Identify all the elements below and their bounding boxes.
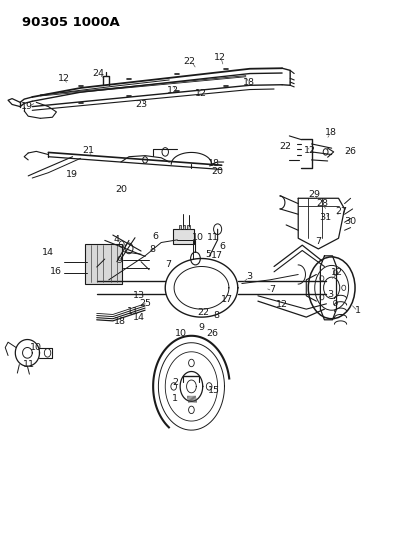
Text: 23: 23: [136, 100, 148, 109]
Text: 12: 12: [195, 90, 207, 98]
Text: 11: 11: [23, 360, 35, 369]
Text: 25: 25: [139, 300, 151, 308]
Text: 15: 15: [208, 386, 220, 394]
Text: 29: 29: [308, 190, 320, 198]
Bar: [183, 225, 185, 229]
Bar: [187, 225, 190, 229]
Text: 31: 31: [320, 213, 332, 222]
Text: 26: 26: [207, 329, 219, 338]
Text: 10: 10: [174, 329, 187, 338]
Text: 1: 1: [355, 306, 361, 314]
Text: 17: 17: [211, 252, 223, 260]
Text: 12: 12: [303, 146, 316, 155]
Text: 12: 12: [58, 75, 70, 83]
Text: 8: 8: [150, 245, 155, 254]
Bar: [173, 229, 194, 244]
Text: 12: 12: [167, 86, 179, 95]
Text: 3: 3: [327, 290, 334, 298]
Text: 14: 14: [133, 313, 145, 322]
Text: 4: 4: [114, 236, 120, 244]
Text: 22: 22: [183, 57, 195, 66]
Text: 30: 30: [345, 217, 357, 226]
Text: 12: 12: [276, 301, 288, 309]
Text: 28: 28: [316, 199, 328, 208]
Text: 22: 22: [197, 308, 210, 317]
Text: 9: 9: [199, 323, 204, 332]
Text: 8: 8: [214, 311, 220, 320]
Text: 7: 7: [166, 260, 171, 269]
Text: 3: 3: [246, 272, 252, 280]
Text: 1: 1: [172, 394, 178, 403]
Text: 7: 7: [316, 238, 321, 246]
Text: 11: 11: [207, 233, 219, 242]
Text: 24: 24: [93, 69, 105, 78]
Text: 6: 6: [220, 242, 225, 251]
Text: 27: 27: [336, 207, 348, 215]
Text: 20: 20: [211, 167, 223, 176]
Text: 6: 6: [152, 232, 158, 241]
Text: 19: 19: [66, 171, 78, 179]
Text: 17: 17: [221, 295, 233, 304]
Text: 14: 14: [42, 248, 54, 257]
Text: 20: 20: [115, 185, 127, 194]
Text: 19: 19: [21, 102, 33, 111]
Text: 16: 16: [50, 268, 62, 276]
Text: 9: 9: [116, 256, 122, 264]
Text: 12: 12: [214, 53, 226, 61]
Text: 11: 11: [127, 307, 139, 316]
Text: 18: 18: [243, 78, 255, 87]
Text: 13: 13: [133, 291, 145, 300]
Text: 18: 18: [208, 159, 220, 167]
Text: 18: 18: [114, 318, 126, 326]
Text: 2: 2: [172, 378, 178, 387]
Bar: [179, 225, 181, 229]
Text: 22: 22: [279, 142, 291, 150]
Text: 5: 5: [205, 251, 211, 259]
Text: 21: 21: [82, 146, 94, 155]
Text: 90305 1000A: 90305 1000A: [22, 16, 120, 29]
Text: 7: 7: [270, 286, 275, 294]
Text: 10: 10: [191, 233, 204, 242]
Text: 10: 10: [30, 343, 42, 352]
FancyBboxPatch shape: [85, 244, 122, 284]
Text: 12: 12: [330, 269, 343, 277]
Text: 26: 26: [344, 147, 356, 156]
Text: 18: 18: [324, 128, 337, 136]
